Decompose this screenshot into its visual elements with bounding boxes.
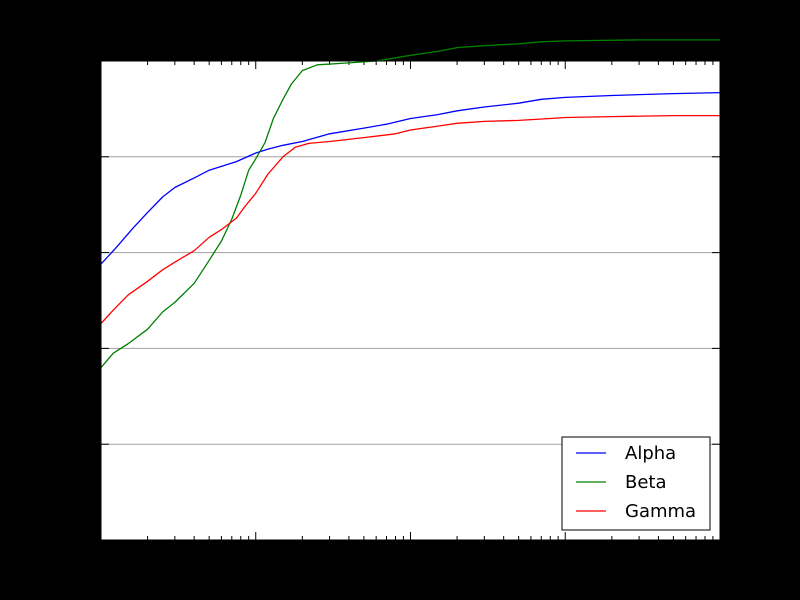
series-lines <box>100 39 721 369</box>
series-line-gamma <box>100 114 720 324</box>
legend-label-gamma: Gamma <box>625 501 696 522</box>
series-line-alpha <box>100 91 721 265</box>
legend-label-alpha: Alpha <box>625 443 676 464</box>
plot-frame <box>100 60 721 541</box>
axis-ticks <box>100 60 721 541</box>
series-line-beta <box>100 39 720 369</box>
legend-label-beta: Beta <box>625 472 667 493</box>
legend: Alpha Beta Gamma <box>561 436 711 531</box>
